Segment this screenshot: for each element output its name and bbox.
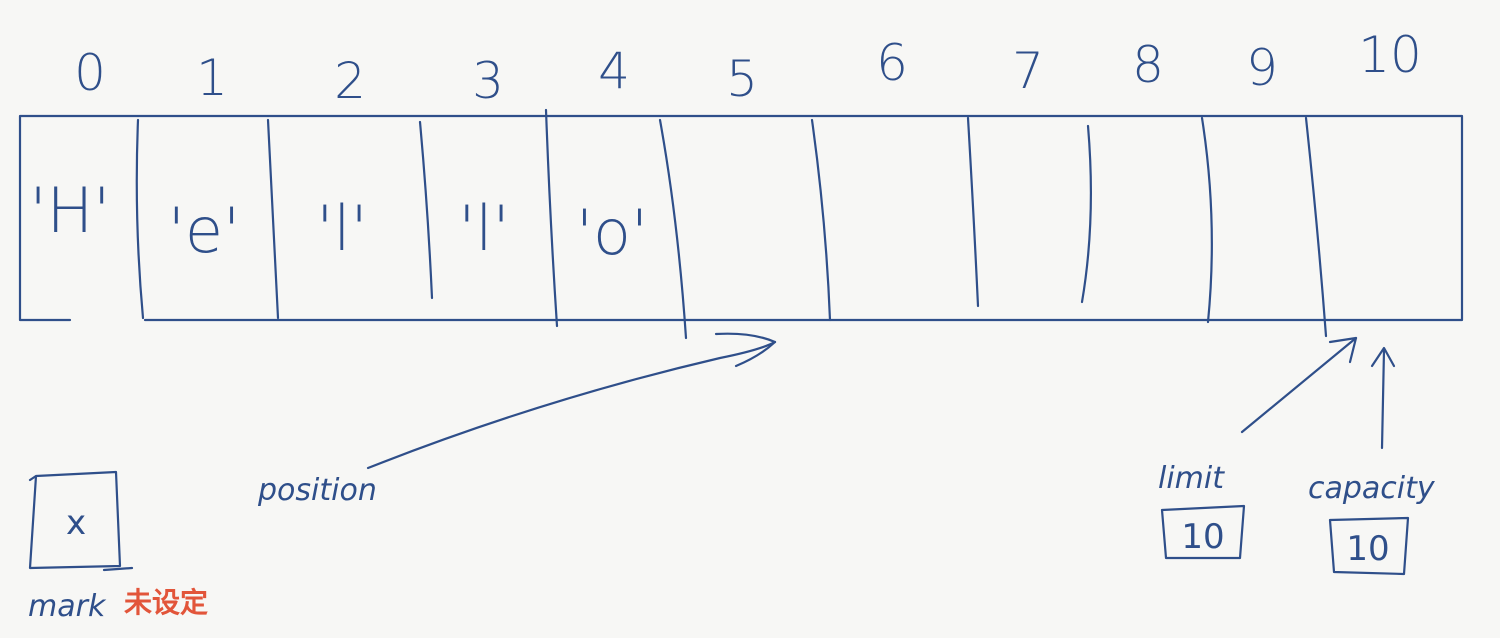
divider-7 [966, 116, 980, 308]
mark-label: mark [28, 589, 107, 624]
position-arrow-line [366, 340, 777, 470]
limit-value: 10 [1181, 517, 1224, 557]
index-label: 8 [1132, 36, 1164, 94]
limit-value-box [1160, 504, 1246, 560]
divider-4 [544, 108, 559, 328]
divider-10 [1304, 116, 1328, 338]
divider-1 [135, 118, 145, 320]
limit-label: limit [1158, 461, 1225, 496]
limit-arrow-line [1240, 336, 1358, 434]
position-arrowhead [714, 332, 777, 368]
limit-pointer: limit 10 [1158, 336, 1358, 560]
capacity-arrowhead [1370, 346, 1396, 368]
index-label: 6 [876, 34, 908, 92]
position-pointer: position [257, 332, 777, 508]
index-label: 4 [598, 42, 630, 100]
mark-value: x [66, 503, 86, 543]
mark-note: 未设定 [124, 586, 208, 619]
cell-row: 'H' 'e' 'l' 'l' 'o' [30, 174, 648, 269]
index-label: 0 [74, 44, 106, 102]
index-label: 10 [1358, 26, 1422, 84]
index-label: 7 [1012, 42, 1044, 100]
index-label: 9 [1246, 39, 1278, 97]
cell-value: 'e' [168, 194, 240, 267]
cell-dividers [135, 108, 1328, 340]
cell-value: 'o' [576, 196, 648, 269]
index-row: 0 1 2 3 4 5 6 7 8 9 10 [74, 26, 1422, 110]
index-label: 5 [726, 50, 758, 108]
mark-value-box [28, 470, 122, 570]
divider-8 [1080, 124, 1093, 304]
divider-2 [266, 118, 280, 320]
position-label: position [257, 473, 377, 508]
index-label: 1 [196, 49, 228, 107]
divider-9 [1200, 116, 1213, 324]
capacity-label: capacity [1308, 471, 1436, 506]
buffer-outline [18, 114, 1464, 322]
mark-indicator: x mark 未设定 [28, 470, 208, 624]
index-label: 2 [334, 52, 366, 110]
capacity-pointer: capacity 10 [1308, 346, 1436, 576]
cell-value: 'l' [316, 192, 367, 265]
cell-value: 'H' [30, 174, 111, 247]
capacity-value-box [1328, 516, 1410, 576]
divider-3 [418, 120, 434, 300]
cell-value: 'l' [458, 192, 509, 265]
index-label: 3 [472, 52, 504, 110]
divider-6 [810, 118, 832, 322]
limit-arrowhead [1328, 336, 1358, 364]
divider-5 [658, 118, 688, 340]
capacity-value: 10 [1346, 529, 1389, 569]
capacity-arrow-line [1380, 348, 1386, 450]
mark-arrow [102, 566, 134, 572]
